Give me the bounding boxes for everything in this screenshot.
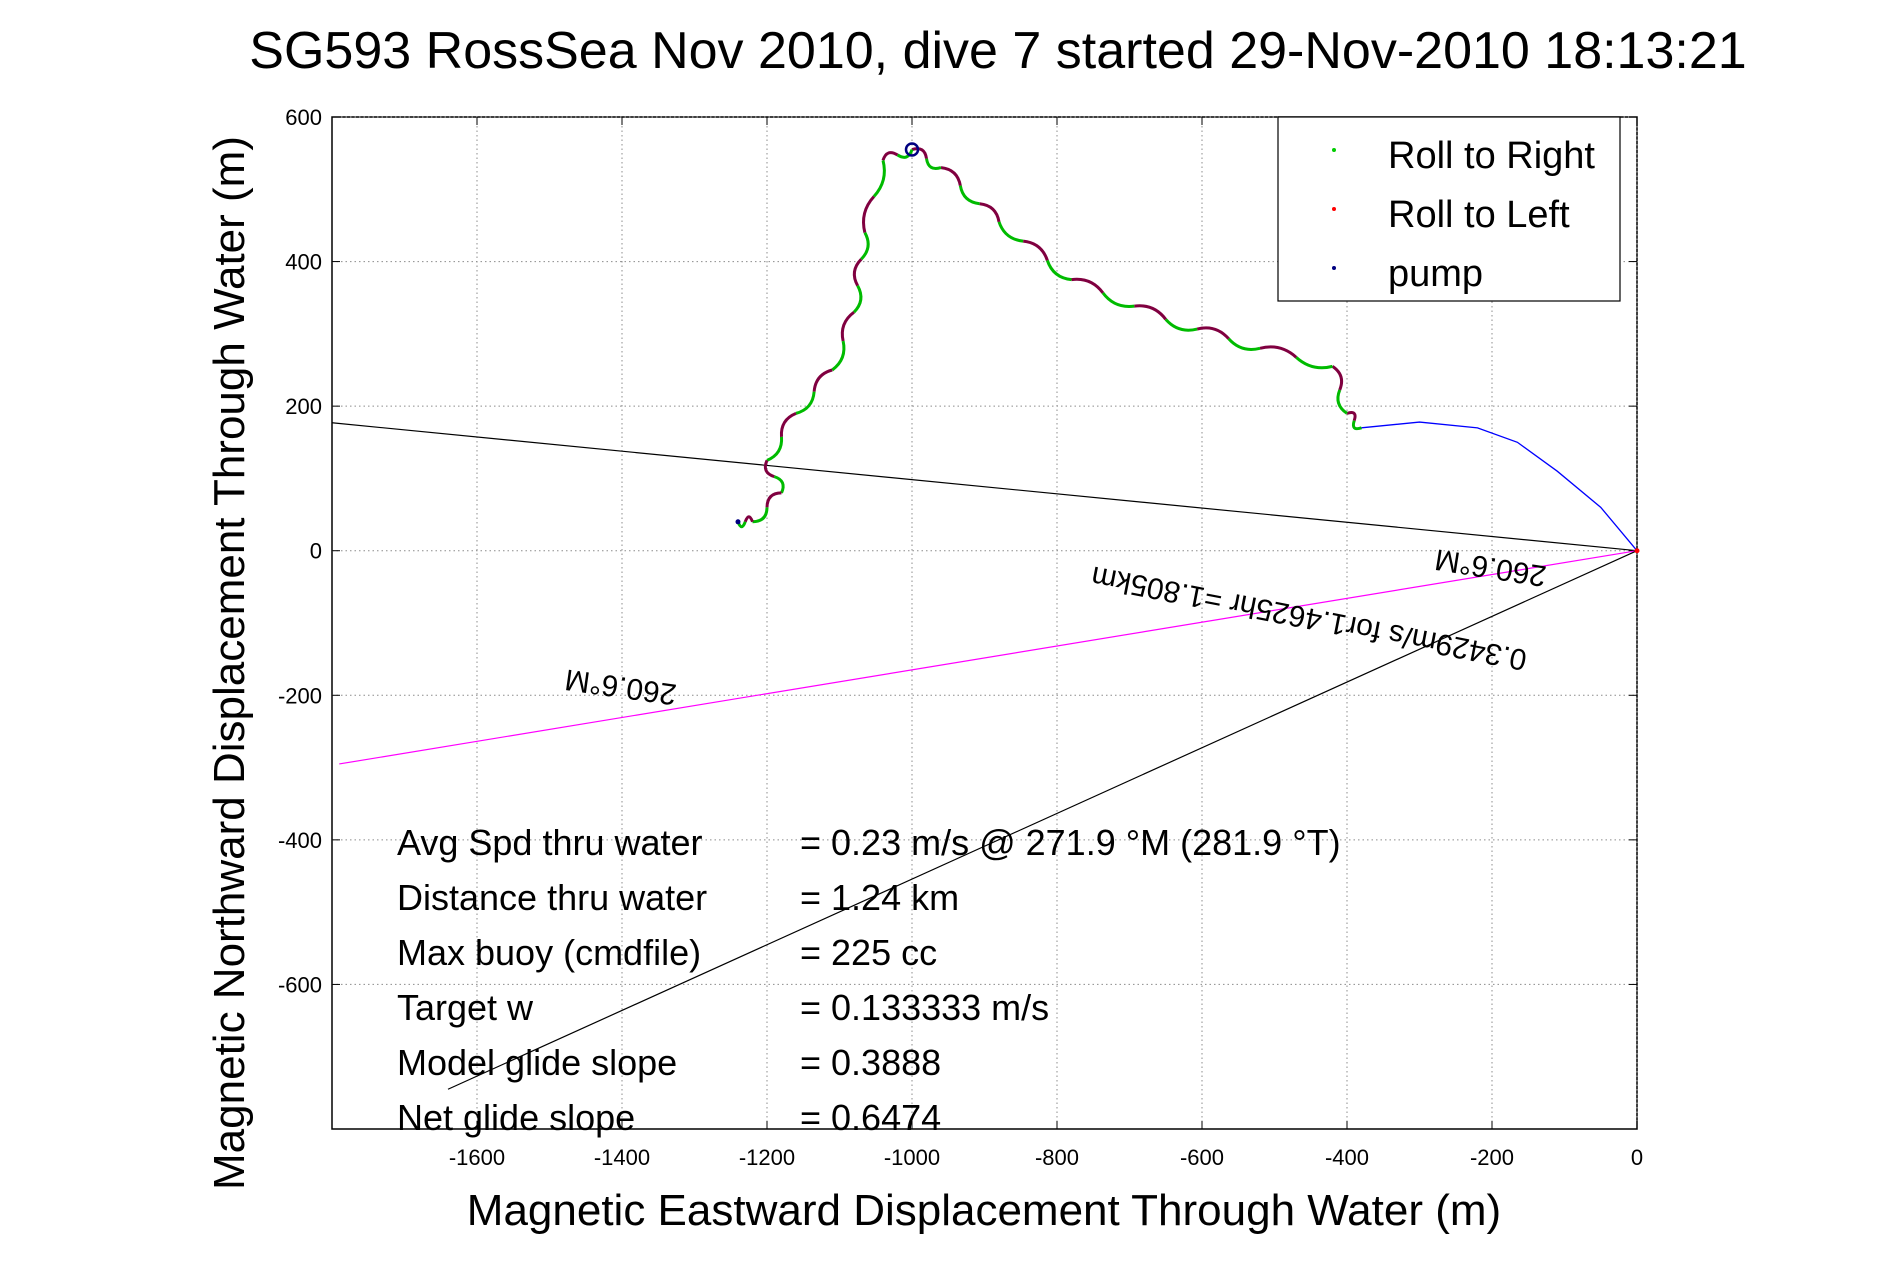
track-segment [1331, 365, 1344, 391]
legend: Roll to Right Roll to Left pump [1277, 116, 1621, 302]
track-segment [860, 231, 870, 261]
track-segment [1336, 389, 1348, 415]
stat-label: Model glide slope [397, 1042, 677, 1083]
track-segment [831, 340, 846, 372]
stat-label: Target w [397, 987, 534, 1028]
heading-line-black-upper [331, 422, 1638, 552]
track-segment [997, 221, 1024, 243]
stat-value: = 0.23 m/s @ 271.9 °M (281.9 °T) [800, 822, 1341, 863]
stat-label: Max buoy (cmdfile) [397, 932, 701, 973]
track-segment [763, 459, 775, 479]
track-segment [896, 149, 914, 159]
stat-value: = 0.3888 [800, 1042, 941, 1083]
track-segment [872, 160, 886, 198]
legend-marker-roll-right [1332, 148, 1336, 152]
start-marker [1634, 548, 1640, 554]
track-segment [1196, 326, 1230, 340]
y-tick-label: -200 [278, 683, 322, 708]
track-segment [1164, 318, 1198, 332]
track-segment [795, 391, 816, 415]
track-segment [911, 147, 928, 159]
legend-marker-roll-left [1332, 207, 1336, 211]
pump-marker [904, 142, 920, 157]
track-straight-leg [1361, 421, 1638, 552]
track-segment [1346, 411, 1357, 422]
x-tick-label: -600 [1180, 1145, 1224, 1170]
y-tick-label: 0 [310, 539, 322, 564]
stat-value: = 0.133333 m/s [800, 987, 1049, 1028]
track-segment [1351, 420, 1362, 431]
track-segment [1045, 259, 1072, 282]
legend-label-pump: pump [1388, 253, 1483, 295]
track-segment [743, 515, 754, 523]
stat-value: = 1.24 km [800, 877, 959, 918]
track-segment [881, 151, 899, 161]
x-tick-label: -1600 [449, 1145, 505, 1170]
legend-label-roll-left: Roll to Left [1388, 194, 1570, 236]
track-segment [852, 258, 863, 287]
track-segment [766, 436, 784, 462]
track-segment [773, 475, 785, 494]
stat-value: = 225 cc [800, 932, 937, 973]
legend-marker-pump [1332, 266, 1336, 270]
stat-label: Avg Spd thru water [397, 822, 703, 863]
glider-track [735, 142, 1640, 554]
x-tick-label: -400 [1325, 1145, 1369, 1170]
track-segment [1134, 304, 1167, 321]
x-tick-label: -200 [1470, 1145, 1514, 1170]
track-segment [940, 166, 962, 186]
x-tick-label: 0 [1631, 1145, 1643, 1170]
x-tick-label: -800 [1035, 1145, 1079, 1170]
y-axis-label: Magnetic Northward Displacement Through … [205, 136, 254, 1190]
pump-marker [735, 519, 741, 525]
grid [332, 116, 1638, 1129]
chart-title: SG593 RossSea Nov 2010, dive 7 started 2… [249, 22, 1746, 80]
legend-label-roll-right: Roll to Right [1388, 135, 1595, 177]
y-ticks: 600 400 200 0 -200 -400 -600 [278, 105, 1637, 997]
x-ticks: -1600 -1400 -1200 -1000 -800 -600 -400 -200 0 [449, 117, 1643, 1170]
y-tick-label: 400 [285, 250, 322, 275]
track-segment [852, 284, 863, 314]
heading-line-black-lower [447, 550, 1638, 1090]
stats-block: Avg Spd thru water = 0.23 m/s @ 271.9 °M… [397, 822, 1341, 1138]
track-segment [779, 411, 797, 437]
track-segment [840, 310, 855, 342]
track-segment [1101, 291, 1135, 309]
y-tick-label: -600 [278, 972, 322, 997]
x-tick-label: -1200 [739, 1145, 795, 1170]
track-segment [765, 491, 782, 508]
track-segment [812, 368, 833, 392]
y-tick-label: -400 [278, 828, 322, 853]
heading-line-magenta [339, 550, 1638, 765]
y-tick-label: 600 [285, 105, 322, 130]
x-axis-label: Magnetic Eastward Displacement Through W… [467, 1186, 1501, 1235]
stat-label: Net glide slope [397, 1097, 635, 1138]
heading-lines [331, 422, 1638, 1090]
track-segment [1259, 345, 1298, 359]
x-tick-label: -1400 [594, 1145, 650, 1170]
stat-value: = 0.6474 [800, 1097, 941, 1138]
track-segment [979, 202, 1001, 223]
y-tick-label: 200 [285, 394, 322, 419]
track-segment [958, 185, 980, 206]
stat-label: Distance thru water [397, 877, 707, 918]
track-segment [1071, 277, 1105, 294]
track-segment [1295, 356, 1333, 370]
track-segment [925, 158, 942, 171]
track-segment [752, 507, 769, 524]
track-segment [1022, 239, 1049, 261]
x-tick-label: -1000 [884, 1145, 940, 1170]
track-segment [1227, 337, 1261, 351]
track-segment [862, 195, 876, 234]
